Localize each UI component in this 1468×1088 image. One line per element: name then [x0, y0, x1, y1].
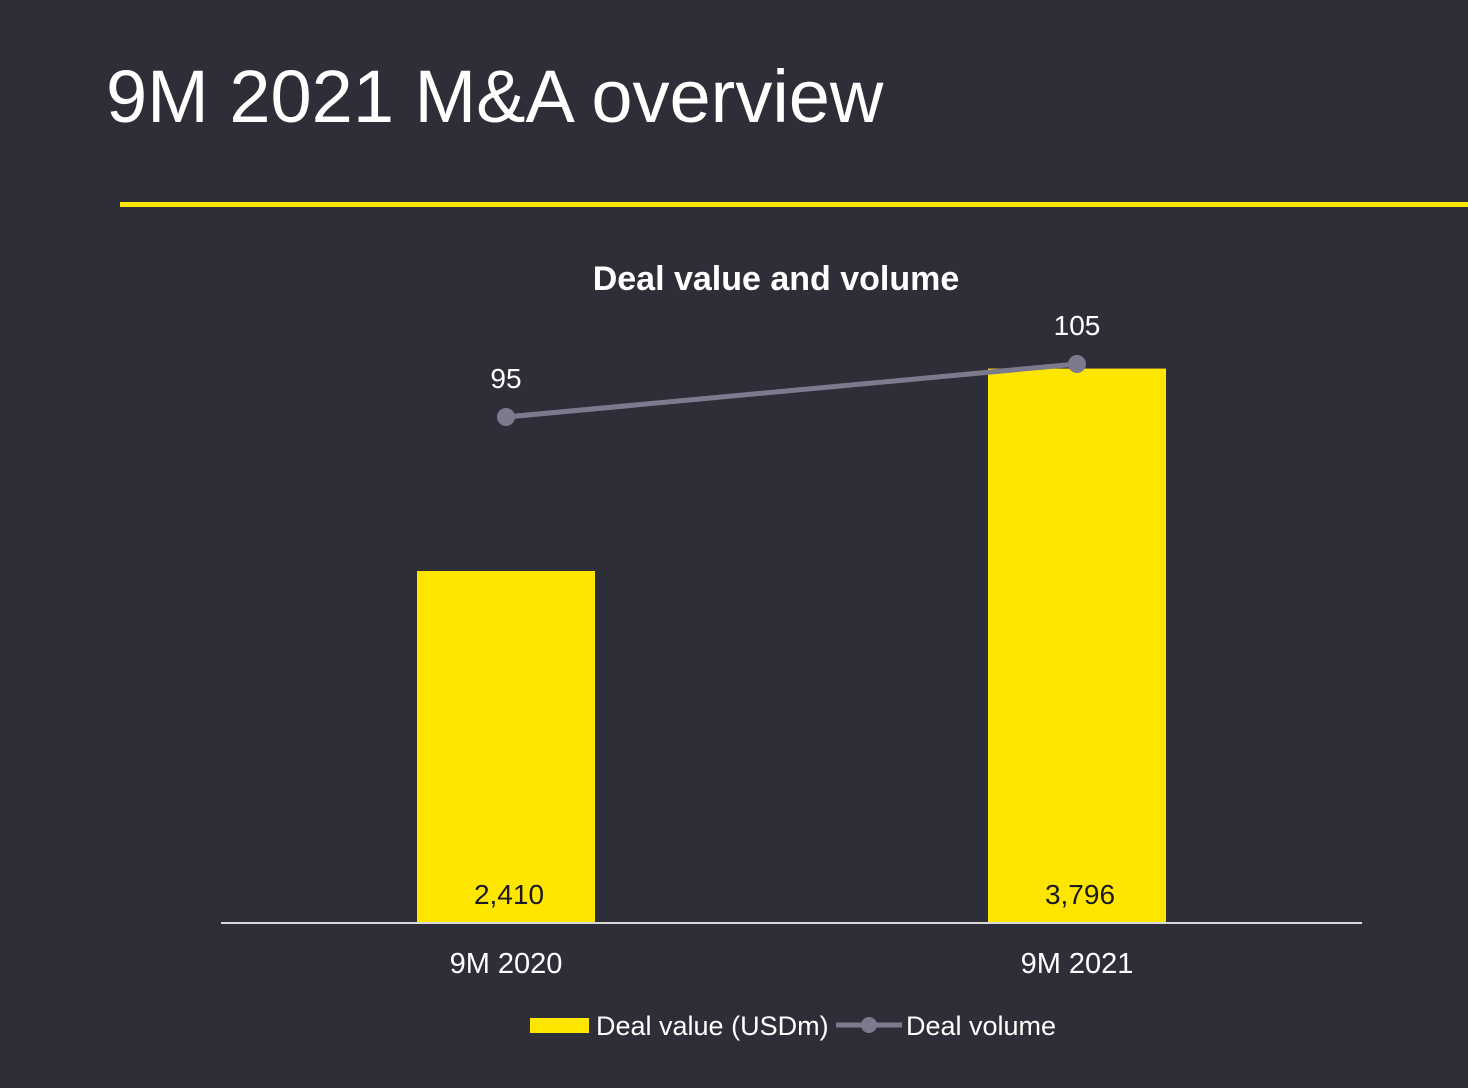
line-value-label: 105 [1054, 310, 1101, 341]
labels-layer: 2,410 3,796 95 105 [474, 310, 1115, 910]
chart-title: Deal value and volume [593, 260, 960, 298]
line-series-layer [497, 355, 1086, 426]
legend-bar-swatch [530, 1018, 589, 1033]
bars-layer [417, 368, 1166, 923]
x-tick-label: 9M 2020 [450, 948, 563, 980]
line-deal-volume [505, 361, 1078, 420]
line-value-label: 95 [490, 363, 521, 394]
point-deal-volume [497, 408, 515, 426]
bar-deal-value-9m-2021 [988, 368, 1166, 923]
title-divider [120, 202, 1468, 207]
bar-value-label: 3,796 [1045, 879, 1115, 910]
legend: Deal value (USDm) Deal volume [530, 1011, 1056, 1041]
x-tick-labels: 9M 2020 9M 2021 [450, 948, 1134, 980]
x-tick-label: 9M 2021 [1021, 948, 1134, 980]
slide-title: 9M 2021 M&A overview [106, 55, 884, 138]
bar-value-label: 2,410 [474, 879, 544, 910]
legend-line-marker [861, 1017, 877, 1033]
bar-deal-value-9m-2020 [417, 571, 595, 923]
legend-item-deal-volume: Deal volume [906, 1011, 1056, 1041]
point-deal-volume [1068, 355, 1086, 373]
legend-item-deal-value: Deal value (USDm) [596, 1011, 829, 1041]
